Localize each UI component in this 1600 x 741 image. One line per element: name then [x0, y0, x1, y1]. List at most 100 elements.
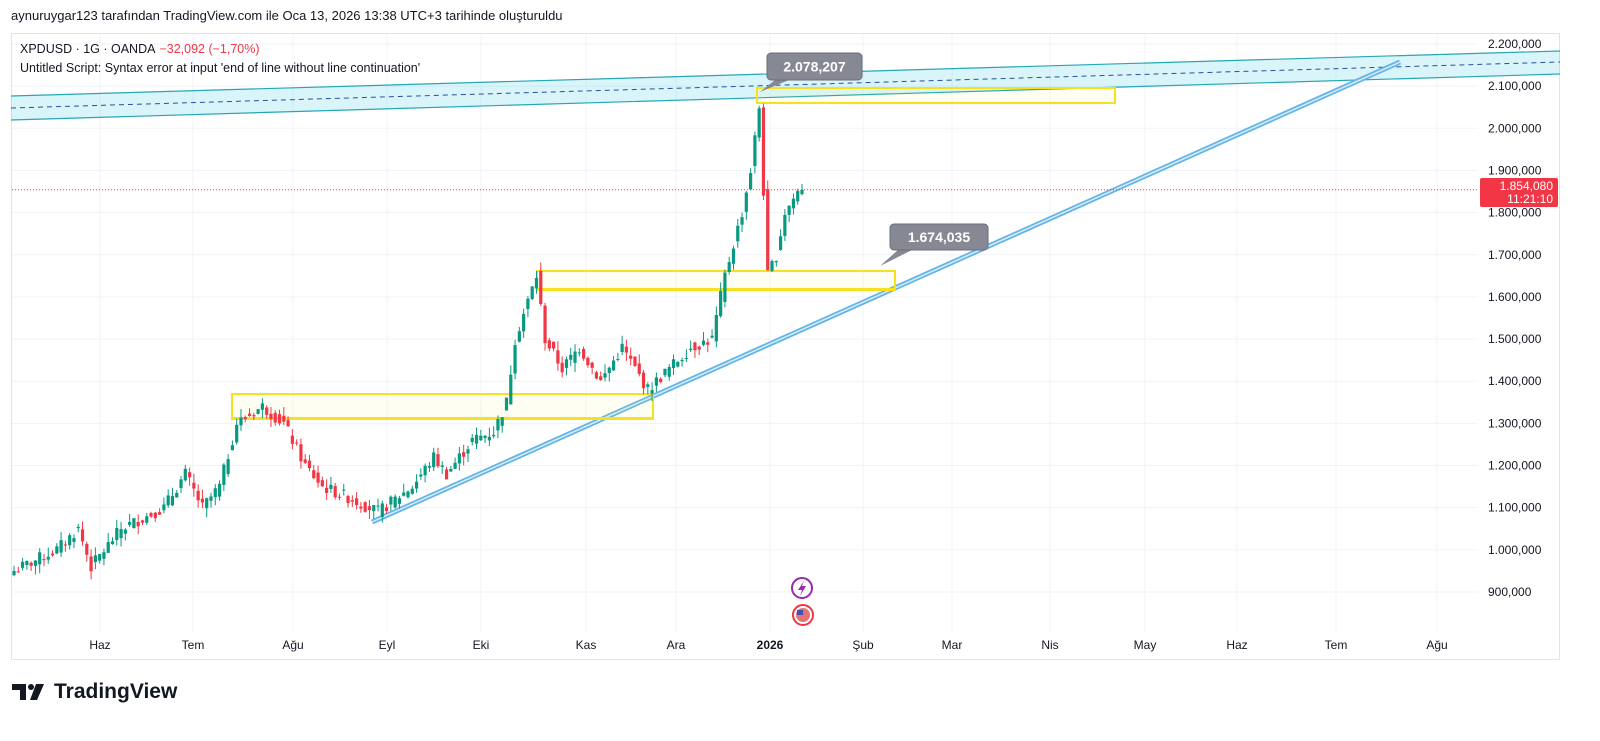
- channel-lower-line[interactable]: [10, 73, 1561, 121]
- candle[interactable]: [693, 341, 697, 358]
- candle[interactable]: [436, 447, 440, 469]
- candle[interactable]: [680, 357, 684, 367]
- candle[interactable]: [397, 495, 402, 509]
- candle[interactable]: [590, 361, 594, 375]
- candle[interactable]: [187, 467, 192, 486]
- rectangle-zone[interactable]: [231, 393, 654, 420]
- candle[interactable]: [641, 369, 646, 395]
- candle[interactable]: [526, 295, 530, 318]
- candle[interactable]: [766, 180, 770, 271]
- candle[interactable]: [723, 269, 727, 308]
- candle[interactable]: [676, 360, 680, 368]
- candle[interactable]: [492, 426, 496, 439]
- candle[interactable]: [316, 465, 320, 488]
- candle[interactable]: [110, 537, 115, 545]
- candle[interactable]: [522, 308, 526, 338]
- candle[interactable]: [474, 427, 479, 449]
- candle[interactable]: [757, 105, 761, 142]
- candle[interactable]: [162, 497, 166, 514]
- candle[interactable]: [247, 408, 252, 417]
- candle[interactable]: [624, 339, 629, 361]
- candle[interactable]: [547, 337, 551, 352]
- candle[interactable]: [534, 270, 539, 294]
- candle[interactable]: [719, 282, 723, 318]
- candle[interactable]: [170, 487, 175, 507]
- candle[interactable]: [239, 409, 243, 431]
- candle[interactable]: [504, 397, 509, 411]
- candle[interactable]: [389, 495, 393, 511]
- candle[interactable]: [132, 517, 136, 529]
- candle[interactable]: [200, 489, 205, 509]
- candle[interactable]: [55, 543, 59, 555]
- candle[interactable]: [286, 416, 290, 427]
- candle[interactable]: [38, 548, 42, 574]
- candle[interactable]: [145, 512, 149, 525]
- candle[interactable]: [483, 434, 487, 443]
- candle[interactable]: [727, 256, 731, 275]
- channel-mid-line[interactable]: [10, 61, 1561, 109]
- candle[interactable]: [761, 103, 766, 201]
- candle[interactable]: [68, 533, 72, 550]
- candle[interactable]: [569, 347, 573, 367]
- candle[interactable]: [650, 382, 654, 402]
- candle[interactable]: [470, 433, 474, 446]
- candle[interactable]: [230, 440, 235, 451]
- price-callout[interactable]: 1.674,035: [880, 223, 989, 266]
- candle[interactable]: [611, 356, 616, 371]
- candle[interactable]: [419, 468, 423, 480]
- rectangle-zone[interactable]: [536, 270, 896, 291]
- candle[interactable]: [350, 495, 354, 507]
- candle[interactable]: [140, 519, 145, 526]
- candle[interactable]: [295, 439, 299, 446]
- rectangle-zone[interactable]: [756, 87, 1116, 104]
- candle[interactable]: [16, 566, 20, 573]
- candle[interactable]: [710, 329, 714, 339]
- candle[interactable]: [76, 523, 80, 533]
- candle[interactable]: [697, 345, 701, 355]
- candle[interactable]: [265, 405, 269, 419]
- candle[interactable]: [637, 354, 641, 377]
- candle[interactable]: [539, 262, 543, 307]
- candle[interactable]: [787, 205, 791, 223]
- candle[interactable]: [432, 447, 436, 472]
- candle[interactable]: [577, 348, 581, 357]
- candle[interactable]: [749, 168, 753, 191]
- candle[interactable]: [115, 519, 119, 546]
- candle[interactable]: [290, 428, 294, 450]
- candle[interactable]: [380, 500, 384, 523]
- candle[interactable]: [581, 346, 586, 361]
- candle[interactable]: [552, 341, 556, 352]
- candle[interactable]: [770, 259, 774, 272]
- candle[interactable]: [620, 335, 624, 356]
- candle[interactable]: [175, 490, 179, 498]
- candle[interactable]: [791, 193, 796, 215]
- candle[interactable]: [149, 511, 153, 519]
- candle[interactable]: [646, 382, 650, 395]
- candle[interactable]: [778, 229, 783, 251]
- candle[interactable]: [153, 511, 157, 522]
- candle[interactable]: [372, 504, 376, 519]
- candle[interactable]: [217, 480, 222, 501]
- candle[interactable]: [607, 366, 611, 382]
- candle[interactable]: [359, 502, 363, 513]
- candle[interactable]: [466, 445, 470, 462]
- candle[interactable]: [453, 457, 457, 470]
- candle[interactable]: [783, 209, 787, 241]
- candle[interactable]: [560, 356, 564, 378]
- candle[interactable]: [736, 218, 740, 248]
- candle[interactable]: [72, 534, 76, 549]
- candle[interactable]: [659, 377, 663, 384]
- candle[interactable]: [671, 354, 676, 376]
- candle[interactable]: [564, 356, 569, 376]
- candle[interactable]: [33, 560, 38, 575]
- candle[interactable]: [633, 356, 637, 367]
- candle[interactable]: [123, 528, 127, 541]
- candle[interactable]: [166, 489, 170, 508]
- candle[interactable]: [731, 245, 736, 270]
- candle[interactable]: [25, 560, 29, 570]
- candle[interactable]: [410, 485, 414, 495]
- candle[interactable]: [487, 427, 491, 447]
- candle[interactable]: [367, 500, 372, 520]
- candle[interactable]: [59, 531, 63, 557]
